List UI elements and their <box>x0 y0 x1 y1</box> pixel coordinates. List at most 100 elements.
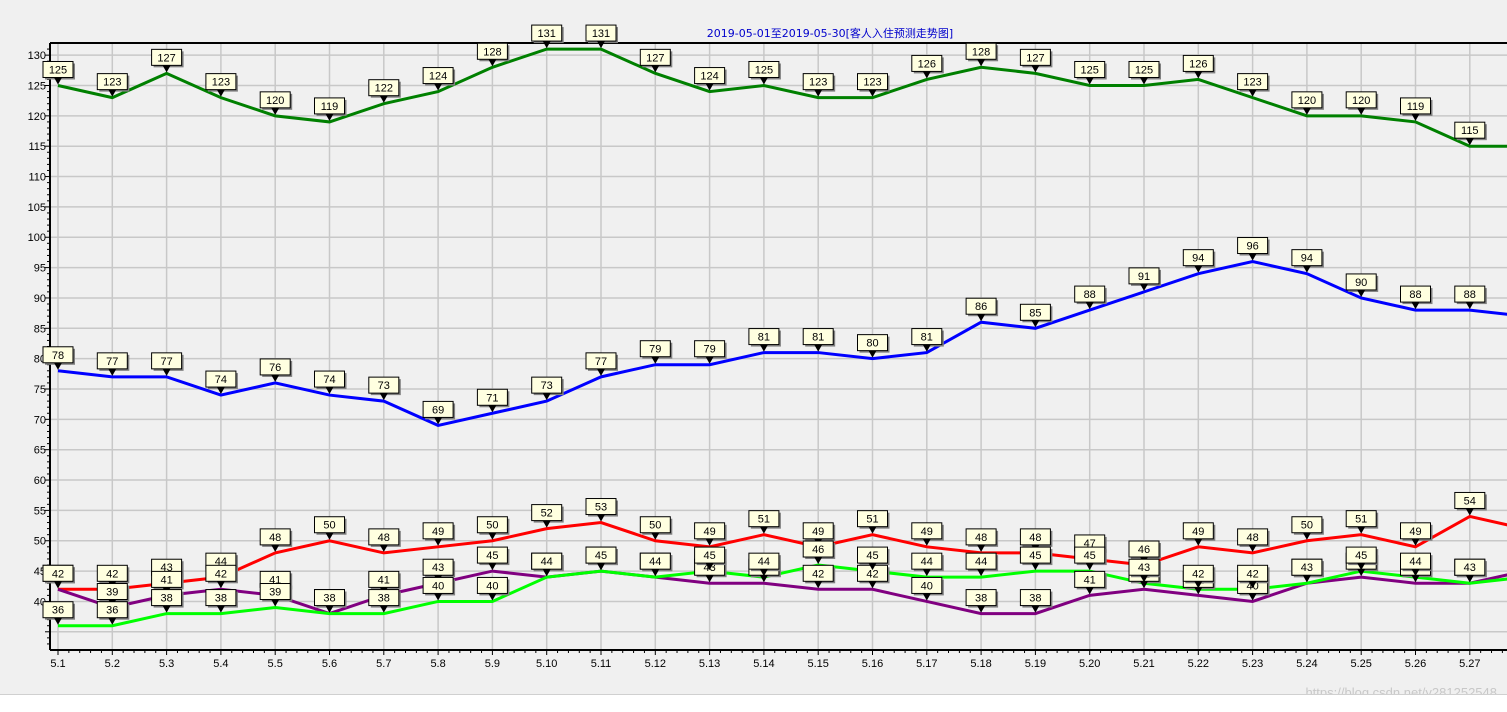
data-label: 44 <box>911 552 944 577</box>
data-label: 48 <box>368 528 401 552</box>
data-label-pointer <box>977 605 986 613</box>
data-label-pointer <box>814 557 823 565</box>
x-tick-label: 5.12 <box>645 658 666 670</box>
x-tick-label: 5.2 <box>105 658 120 670</box>
x-tick-label: 5.10 <box>536 658 557 670</box>
data-label-pointer <box>488 563 497 571</box>
data-label-pointer <box>488 405 497 413</box>
data-label-pointer <box>108 368 117 376</box>
data-label: 40 <box>422 576 456 601</box>
data-label-text: 77 <box>160 356 172 368</box>
data-label-pointer <box>759 526 768 534</box>
data-label: 38 <box>1019 589 1053 613</box>
data-label: 44 <box>639 552 673 577</box>
data-label: 91 <box>1128 267 1161 291</box>
data-label-pointer <box>1302 532 1311 540</box>
data-label: 119 <box>314 97 347 121</box>
data-label-pointer <box>922 593 931 601</box>
data-label-text: 48 <box>975 532 987 544</box>
data-label-text: 42 <box>1192 568 1204 580</box>
data-label-text: 49 <box>1409 526 1421 538</box>
data-label-pointer <box>216 89 225 97</box>
x-tick-label: 5.21 <box>1133 658 1154 670</box>
data-label-pointer <box>325 387 334 395</box>
data-label-pointer <box>759 575 768 583</box>
x-tick-label: 5.8 <box>430 658 445 670</box>
data-label-text: 36 <box>52 605 64 617</box>
x-tick-label: 5.19 <box>1025 658 1046 670</box>
data-label-text: 88 <box>1409 289 1421 301</box>
data-label-text: 51 <box>1355 514 1367 526</box>
data-label-pointer <box>216 387 225 395</box>
data-label-text: 44 <box>649 556 661 568</box>
data-label-pointer <box>54 77 62 85</box>
data-label-pointer <box>1031 563 1040 571</box>
data-label: 127 <box>151 48 184 73</box>
data-label-text: 50 <box>486 520 498 532</box>
y-tick-label: 65 <box>34 445 46 457</box>
data-label: 48 <box>1237 528 1270 552</box>
data-label-text: 50 <box>323 520 335 532</box>
data-label-pointer <box>1194 538 1203 546</box>
data-label-text: 86 <box>975 301 987 313</box>
data-label-text: 41 <box>1084 574 1096 586</box>
data-label-pointer <box>271 107 280 115</box>
data-label: 46 <box>1128 540 1161 565</box>
data-label-text: 94 <box>1301 253 1313 265</box>
data-label-text: 49 <box>812 526 824 538</box>
y-tick-label: 70 <box>34 414 46 426</box>
data-label-text: 45 <box>1029 550 1041 562</box>
data-label: 115 <box>1454 121 1487 146</box>
data-label-pointer <box>162 605 171 613</box>
data-label-text: 71 <box>486 392 498 404</box>
data-label: 74 <box>314 370 347 395</box>
y-tick-label: 50 <box>34 536 46 548</box>
data-label-pointer <box>1248 253 1257 261</box>
data-label-text: 49 <box>703 526 715 538</box>
data-label-pointer <box>651 65 660 73</box>
data-label-pointer <box>1248 593 1257 601</box>
chart-title: 2019-05-01至2019-05-30[客人入住预测走势图] <box>707 26 953 40</box>
data-label-pointer <box>1085 77 1094 85</box>
data-label-pointer <box>1194 581 1203 589</box>
data-label-text: 122 <box>375 83 393 95</box>
x-tick-label: 5.9 <box>485 658 500 670</box>
data-label: 74 <box>205 370 238 395</box>
data-label-pointer <box>1194 587 1203 595</box>
data-label: 38 <box>205 589 238 613</box>
data-label-pointer <box>1465 302 1474 310</box>
data-label-text: 125 <box>755 64 773 76</box>
data-label-text: 123 <box>103 77 121 89</box>
y-tick-label: 90 <box>34 293 46 305</box>
data-label-pointer <box>108 89 117 97</box>
data-label-text: 131 <box>592 28 610 40</box>
x-tick-label: 5.14 <box>753 658 774 670</box>
y-tick-label: 95 <box>34 263 46 275</box>
y-tick-label: 75 <box>34 384 46 396</box>
data-label-text: 120 <box>266 95 284 107</box>
data-label-text: 81 <box>758 332 770 344</box>
data-label-pointer <box>1194 71 1203 79</box>
data-label-text: 91 <box>1138 271 1150 283</box>
data-label: 125 <box>42 60 75 85</box>
data-label: 79 <box>694 340 727 364</box>
data-label-pointer <box>597 514 605 522</box>
data-label: 45 <box>857 546 890 571</box>
data-label: 73 <box>368 376 401 401</box>
data-label: 42 <box>205 564 238 589</box>
data-label: 36 <box>42 601 75 625</box>
data-label-pointer <box>1411 538 1420 546</box>
data-label-text: 38 <box>160 593 172 605</box>
data-label-pointer <box>1302 265 1311 273</box>
data-label: 51 <box>748 510 781 534</box>
data-label-pointer <box>922 538 931 546</box>
data-label: 51 <box>857 510 890 534</box>
data-label-pointer <box>1357 107 1366 115</box>
data-label-text: 127 <box>1026 52 1044 64</box>
data-label-pointer <box>488 532 497 540</box>
data-label: 49 <box>911 522 944 546</box>
data-label-pointer <box>434 593 443 601</box>
data-label-text: 50 <box>1301 520 1313 532</box>
data-label-text: 127 <box>646 52 664 64</box>
data-label: 131 <box>531 24 564 49</box>
